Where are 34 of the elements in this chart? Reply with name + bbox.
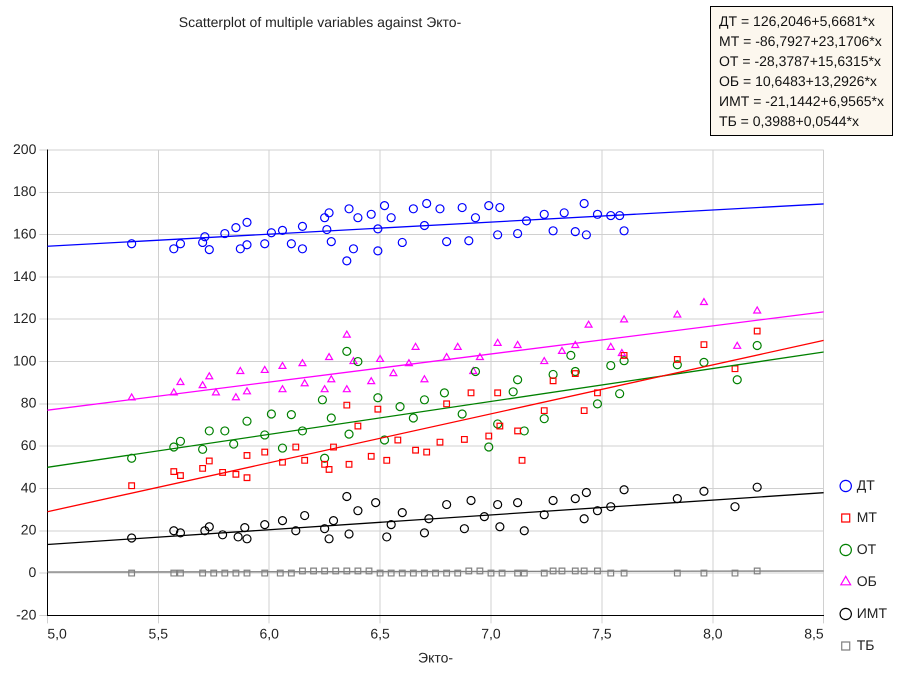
legend-label: ИМТ [856,604,888,621]
y-tick-label: 60 [20,437,37,454]
x-tick-label: 5,5 [148,626,168,642]
x-tick-label: 7,0 [481,626,501,642]
x-tick-label: 7,5 [592,626,612,642]
legend-label: МТ [856,508,878,525]
x-tick-label: 5,0 [47,626,68,642]
text: ТБ = 0,3988+0,0544*x [719,112,860,131]
legend-label: ОБ [856,572,877,589]
y-tick-label: 100 [13,352,37,368]
y-tick-label: 180 [13,183,37,200]
x-tick-label: 6,0 [259,626,280,642]
text: ОТ = -28,3787+15,6315*x [719,52,882,71]
y-tick-label: 20 [20,522,37,538]
y-tick-label: -20 [16,606,37,622]
text: ИМТ = -21,1442+6,9565*x [719,92,884,111]
x-axis-title: Экто- [418,649,454,666]
y-tick-label: 40 [20,479,37,496]
chart-title: Scatterplot of multiple variables against Экто- [178,14,462,30]
y-tick-label: 200 [13,140,37,157]
y-tick-label: 80 [20,394,37,411]
legend-label: ДТ [856,476,876,493]
x-tick-label: 6,5 [370,626,390,642]
x-tick-label: 8,5 [804,626,824,642]
legend-label: ТБ [856,636,874,653]
y-tick-label: 0 [28,564,37,580]
text: ОБ = 10,6483+13,2926*x [719,72,878,91]
text: ДТ = 126,2046+5,6681*x [719,12,876,31]
y-tick-label: 160 [13,225,37,242]
legend-label: ОТ [856,540,877,557]
text: МТ = -86,7927+23,1706*x [719,32,883,51]
y-tick-label: 120 [13,310,37,326]
y-tick-label: 140 [13,268,37,284]
x-tick-label: 8,0 [703,626,723,642]
